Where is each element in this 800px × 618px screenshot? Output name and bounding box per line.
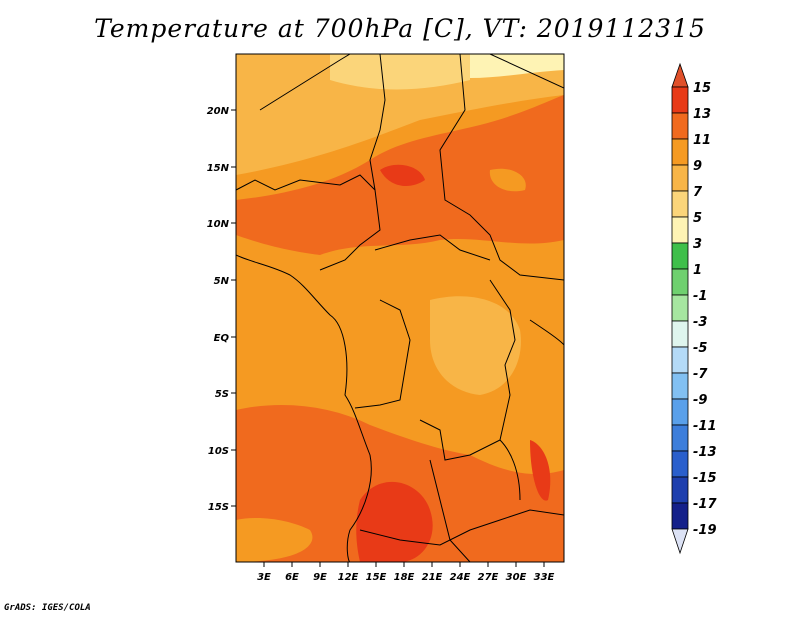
colorbar-labels: 15 13 11 9 7 5 3 1 -1 -3 -5 -7 -9 -11 -1…: [693, 81, 717, 538]
lon-label: 27E: [478, 572, 499, 583]
lat-label: 15S: [208, 502, 229, 513]
lat-label: 5S: [215, 389, 229, 400]
colorbar-top-arrow: [671, 62, 689, 88]
colorbar-swatch: [671, 320, 689, 348]
colorbar-swatch: [671, 112, 689, 140]
colorbar-swatch: [671, 86, 689, 114]
lat-label: EQ: [214, 333, 230, 344]
lon-label: 30E: [506, 572, 527, 583]
colorbar-label: 3: [693, 237, 702, 252]
colorbar-label: 5: [693, 211, 702, 226]
lon-label: 3E: [257, 572, 271, 583]
lon-label: 33E: [534, 572, 555, 583]
longitude-axis: 3E 6E 9E 12E 15E 18E 21E 24E 27E 30E 33E: [257, 562, 555, 583]
colorbar-swatch: [671, 242, 689, 270]
colorbar-swatch: [671, 398, 689, 426]
lat-label: 15N: [207, 163, 230, 174]
temperature-field: [236, 54, 564, 562]
lon-label: 24E: [450, 572, 471, 583]
colorbar-swatch: [671, 346, 689, 374]
map-title: Temperature at 700hPa [C], VT: 201911231…: [94, 14, 706, 43]
colorbar-label: -15: [693, 471, 717, 486]
lon-label: 15E: [366, 572, 387, 583]
colorbar-swatch: [671, 216, 689, 244]
colorbar-label: -3: [693, 315, 707, 330]
lon-label: 18E: [394, 572, 415, 583]
colorbar-swatch: [671, 138, 689, 166]
colorbar-label: -1: [693, 289, 707, 304]
colorbar-swatch: [671, 190, 689, 218]
lon-label: 6E: [285, 572, 299, 583]
colorbar-swatch: [671, 268, 689, 296]
colorbar-label: -9: [693, 393, 707, 408]
colorbar-label: -11: [693, 419, 717, 434]
lat-label: 5N: [214, 276, 230, 287]
lon-label: 21E: [422, 572, 443, 583]
colorbar-bottom-arrow: [671, 528, 689, 555]
colorbar-swatch: [671, 164, 689, 192]
colorbar-label: 1: [693, 263, 702, 278]
colorbar-swatch: [671, 294, 689, 322]
colorbar-label: 11: [693, 133, 711, 148]
colorbar-swatch: [671, 424, 689, 452]
latitude-axis: 20N 15N 10N 5N EQ 5S 10S 15S: [207, 106, 236, 513]
colorbar: [671, 62, 689, 555]
grads-credit: GrADS: IGES/COLA: [4, 603, 91, 613]
colorbar-label: -13: [693, 445, 717, 460]
colorbar-label: 15: [693, 81, 711, 96]
colorbar-label: 9: [693, 159, 702, 174]
colorbar-label: -17: [693, 497, 717, 512]
lat-label: 10S: [208, 446, 229, 457]
colorbar-label: 13: [693, 107, 711, 122]
colorbar-label: -19: [693, 523, 717, 538]
colorbar-swatch: [671, 476, 689, 504]
colorbar-swatch: [671, 372, 689, 400]
lat-label: 20N: [207, 106, 230, 117]
colorbar-label: 7: [693, 185, 703, 200]
colorbar-swatch: [671, 502, 689, 530]
lon-label: 9E: [313, 572, 327, 583]
colorbar-label: -7: [693, 367, 708, 382]
lon-label: 12E: [338, 572, 359, 583]
colorbar-swatch: [671, 450, 689, 478]
country-borders: [236, 54, 564, 562]
map-frame: [235, 53, 565, 563]
lat-label: 10N: [207, 219, 230, 230]
colorbar-label: -5: [693, 341, 707, 356]
